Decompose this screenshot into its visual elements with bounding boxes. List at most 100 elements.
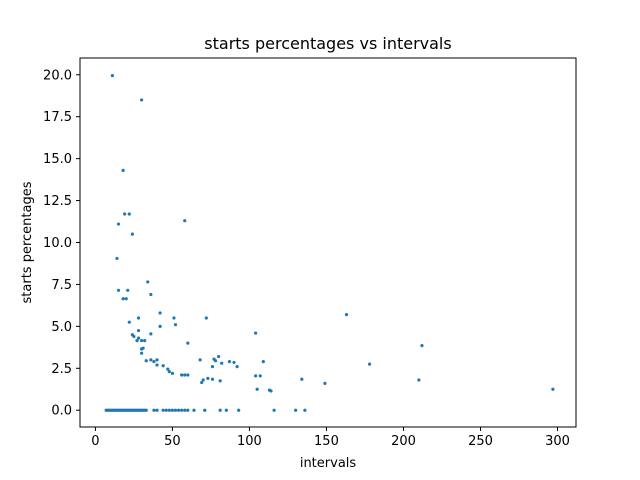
x-tick-label: 0 xyxy=(91,434,99,449)
x-axis: 0 50 100 150 200 250 300 xyxy=(91,427,570,449)
scatter-point xyxy=(198,358,202,362)
scatter-point xyxy=(183,373,187,377)
scatter-point xyxy=(173,323,178,327)
scatter-point xyxy=(272,408,276,412)
scatter-point xyxy=(294,408,298,412)
scatter-point xyxy=(161,364,165,368)
scatter-point xyxy=(176,408,181,412)
scatter-point xyxy=(149,332,153,336)
scatter-point xyxy=(121,168,125,172)
scatter-point xyxy=(143,339,147,343)
scatter-point xyxy=(110,74,114,78)
scatter-point xyxy=(206,376,210,380)
scatter-point xyxy=(136,328,141,333)
x-axis-label: intervals xyxy=(300,456,357,471)
scatter-point xyxy=(152,359,156,364)
scatter-point xyxy=(261,359,265,364)
y-tick-label: 12.5 xyxy=(43,194,72,209)
scatter-point xyxy=(220,361,224,365)
x-tick-label: 50 xyxy=(164,434,181,449)
scatter-point xyxy=(141,346,145,350)
scatter-point xyxy=(149,358,153,362)
scatter-point xyxy=(136,336,141,340)
scatter-point xyxy=(132,334,136,339)
scatter-point xyxy=(126,288,130,292)
scatter-point xyxy=(158,311,162,315)
scatter-point xyxy=(254,331,258,335)
scatter-point xyxy=(186,373,190,377)
scatter-point xyxy=(115,256,119,261)
scatter-point xyxy=(152,408,156,412)
x-tick-label: 200 xyxy=(391,434,416,449)
x-tick-label: 300 xyxy=(545,434,570,449)
scatter-point xyxy=(269,389,273,393)
scatter-point xyxy=(420,344,424,348)
x-tick-label: 100 xyxy=(237,434,262,449)
scatter-point xyxy=(213,359,218,363)
scatter-point xyxy=(116,288,121,292)
scatter-point xyxy=(200,380,204,385)
scatter-point xyxy=(551,387,555,391)
scatter-point xyxy=(140,351,144,355)
scatter-point xyxy=(161,408,165,412)
scatter-point xyxy=(255,387,259,391)
scatter-point xyxy=(258,374,262,378)
x-tick-label: 250 xyxy=(468,434,493,449)
scatter-point xyxy=(116,222,121,226)
scatter-point xyxy=(130,232,134,236)
scatter-point xyxy=(224,408,228,412)
y-tick-label: 20.0 xyxy=(43,68,72,83)
scatter-point xyxy=(367,362,372,366)
scatter-point xyxy=(123,212,127,216)
chart-title: starts percentages vs intervals xyxy=(204,34,451,53)
scatter-point xyxy=(183,408,187,412)
scatter-point xyxy=(170,371,175,375)
y-tick-label: 17.5 xyxy=(43,110,72,125)
scatter-point xyxy=(155,363,159,367)
scatter-point xyxy=(218,379,222,383)
x-tick-label: 150 xyxy=(314,434,339,449)
scatter-point xyxy=(210,365,215,369)
scatter-point xyxy=(166,367,170,371)
scatter-point xyxy=(144,359,148,363)
scatter-point xyxy=(227,359,232,364)
scatter-point xyxy=(144,408,148,412)
plot-frame xyxy=(79,57,577,428)
y-tick-label: 2.5 xyxy=(51,362,72,377)
scatter-point xyxy=(170,408,175,412)
scatter-point xyxy=(155,408,159,412)
scatter-point xyxy=(167,370,171,374)
scatter-point xyxy=(167,408,171,412)
scatter-point xyxy=(172,316,176,320)
scatter-point xyxy=(186,408,190,412)
scatter-point xyxy=(217,354,221,359)
scatter-point xyxy=(164,408,168,412)
y-tick-label: 0.0 xyxy=(51,404,72,419)
y-tick-label: 7.5 xyxy=(51,278,72,293)
scatter-point xyxy=(146,280,150,284)
scatter-point xyxy=(158,324,162,328)
scatter-point xyxy=(127,320,131,324)
scatter-point xyxy=(344,313,349,317)
scatter-point xyxy=(204,316,208,320)
scatter-point xyxy=(235,365,239,369)
scatter-point xyxy=(183,219,187,223)
scatter-point xyxy=(300,377,304,381)
scatter-point xyxy=(186,341,190,345)
scatter-point xyxy=(237,408,241,412)
scatter-point xyxy=(201,378,205,382)
data-points xyxy=(104,74,555,412)
scatter-point xyxy=(210,377,215,381)
scatter-point xyxy=(173,408,178,412)
y-tick-label: 15.0 xyxy=(43,152,72,167)
scatter-point xyxy=(232,360,236,365)
y-axis-label: starts percentages xyxy=(20,181,35,303)
scatter-point xyxy=(124,297,128,301)
scatter-point xyxy=(155,358,159,362)
scatter-point xyxy=(136,316,141,320)
scatter-point xyxy=(192,408,196,412)
y-tick-label: 5.0 xyxy=(51,320,72,335)
scatter-point xyxy=(218,408,222,412)
